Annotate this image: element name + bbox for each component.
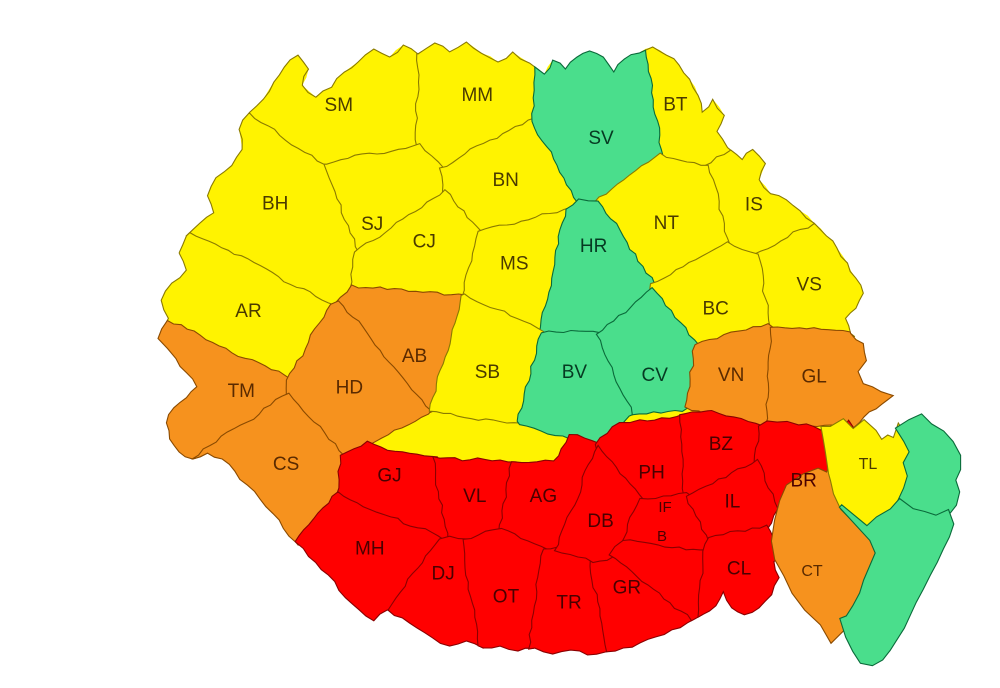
svg-text:PH: PH: [638, 463, 664, 484]
svg-text:BR: BR: [790, 471, 816, 492]
svg-text:GJ: GJ: [377, 465, 401, 486]
svg-text:CL: CL: [727, 559, 751, 580]
svg-text:NT: NT: [654, 213, 680, 234]
svg-text:TM: TM: [228, 381, 255, 402]
svg-text:BC: BC: [702, 299, 728, 320]
svg-text:OT: OT: [493, 587, 520, 608]
svg-text:CS: CS: [273, 454, 299, 475]
svg-text:MM: MM: [461, 85, 493, 106]
svg-text:BZ: BZ: [709, 434, 734, 455]
svg-text:AG: AG: [530, 486, 557, 507]
svg-text:IF: IF: [658, 499, 671, 516]
svg-text:BV: BV: [562, 362, 588, 383]
svg-text:CV: CV: [641, 365, 668, 386]
svg-text:AR: AR: [235, 301, 261, 322]
svg-text:BH: BH: [262, 193, 288, 214]
svg-text:B: B: [657, 528, 667, 545]
svg-text:IS: IS: [745, 194, 763, 215]
svg-text:CT: CT: [801, 563, 823, 580]
svg-text:HD: HD: [336, 378, 363, 399]
svg-text:IL: IL: [724, 492, 740, 513]
svg-text:VN: VN: [718, 365, 744, 386]
svg-text:CJ: CJ: [413, 231, 436, 252]
svg-text:BT: BT: [663, 95, 688, 116]
svg-text:SM: SM: [325, 95, 354, 116]
svg-text:SB: SB: [475, 362, 500, 383]
svg-text:GL: GL: [802, 367, 827, 388]
svg-text:MH: MH: [355, 539, 385, 560]
svg-text:SJ: SJ: [361, 214, 383, 235]
svg-text:DB: DB: [587, 511, 613, 532]
svg-text:VS: VS: [797, 275, 822, 296]
svg-text:HR: HR: [580, 236, 607, 257]
svg-text:TL: TL: [859, 456, 878, 473]
svg-text:GR: GR: [613, 578, 642, 599]
svg-text:SV: SV: [588, 128, 614, 149]
svg-text:AB: AB: [402, 346, 427, 367]
svg-text:VL: VL: [463, 486, 486, 507]
svg-text:MS: MS: [500, 253, 529, 274]
svg-text:DJ: DJ: [431, 564, 454, 585]
svg-text:TR: TR: [556, 592, 581, 613]
svg-text:BN: BN: [492, 170, 518, 191]
